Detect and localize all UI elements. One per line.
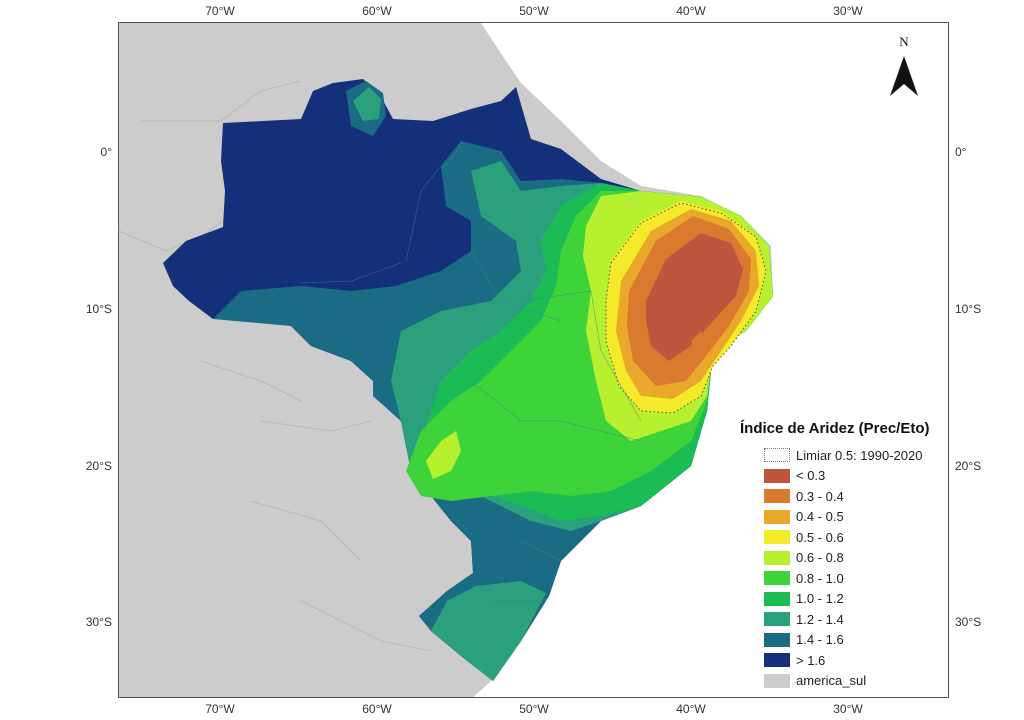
legend-label: < 0.3 [796,468,826,484]
lat-label-0-left: 0° [100,145,112,159]
legend-item-0-5-0-6: 0.5 - 0.6 [740,527,946,548]
region-1-2-to-1-4-south [431,581,546,681]
north-letter: N [899,34,909,49]
legend-item-lt-0-3: < 0.3 [740,466,946,487]
legend-label: 1.0 - 1.2 [796,591,844,607]
north-arrow-icon [890,56,918,96]
legend-item-america-sul: america_sul [740,671,946,692]
region-lt-0-3-spot [691,331,707,356]
lon-label-70w-bottom: 70°W [205,702,235,716]
legend: Índice de Aridez (Prec/Eto) Limiar 0.5: … [740,420,946,691]
lon-label-50w-top: 50°W [519,4,549,18]
legend-swatch [764,530,790,545]
lat-label-20s-left: 20°S [85,459,112,473]
region-0-6-to-0-8-west [426,431,461,479]
lat-label-30s-left: 30°S [85,615,112,629]
legend-item-gt-1-6: > 1.6 [740,650,946,671]
legend-label: 1.2 - 1.4 [796,611,844,627]
lon-label-60w-top: 60°W [362,4,392,18]
lon-label-70w-top: 70°W [205,4,235,18]
legend-label: america_sul [796,673,867,689]
lat-label-10s-left: 10°S [85,302,112,316]
legend-label: 0.8 - 1.0 [796,570,844,586]
state-borders [300,145,642,602]
lon-label-50w-bottom: 50°W [519,702,549,716]
legend-label: 0.5 - 0.6 [796,529,844,545]
lat-label-10s-right: 10°S [955,302,982,316]
legend-swatch [764,571,790,586]
legend-swatch [764,468,790,483]
north-arrow: N [884,34,924,100]
legend-label: Limiar 0.5: 1990-2020 [796,447,923,463]
legend-swatch [764,653,790,668]
legend-label: > 1.6 [796,652,826,668]
lat-label-20s-right: 20°S [955,459,982,473]
lon-label-60w-bottom: 60°W [362,702,392,716]
lon-label-40w-bottom: 40°W [676,702,706,716]
region-1-2-to-1-4-north [353,87,381,121]
legend-item-0-8-1-0: 0.8 - 1.0 [740,568,946,589]
legend-title: Índice de Aridez (Prec/Eto) [740,420,930,437]
legend-swatch-threshold [764,448,790,463]
legend-swatch [764,550,790,565]
lon-label-30w-bottom: 30°W [833,702,863,716]
legend-label: 0.4 - 0.5 [796,509,844,525]
legend-item-threshold: Limiar 0.5: 1990-2020 [740,445,946,466]
map-frame [118,22,949,698]
lat-label-30s-right: 30°S [955,615,982,629]
legend-item-0-3-0-4: 0.3 - 0.4 [740,486,946,507]
lon-label-40w-top: 40°W [676,4,706,18]
aridity-map [119,23,773,697]
legend-swatch [764,509,790,524]
legend-item-0-4-0-5: 0.4 - 0.5 [740,507,946,528]
region-lt-0-3 [646,233,743,361]
legend-swatch [764,632,790,647]
legend-swatch [764,591,790,606]
lon-label-30w-top: 30°W [833,4,863,18]
legend-item-1-0-1-2: 1.0 - 1.2 [740,589,946,610]
legend-item-1-2-1-4: 1.2 - 1.4 [740,609,946,630]
legend-swatch [764,489,790,504]
legend-swatch [764,673,790,688]
lat-label-0-right: 0° [955,145,967,159]
legend-item-1-4-1-6: 1.4 - 1.6 [740,630,946,651]
legend-label: 0.6 - 0.8 [796,550,844,566]
legend-item-0-6-0-8: 0.6 - 0.8 [740,548,946,569]
legend-label: 1.4 - 1.6 [796,632,844,648]
legend-swatch [764,612,790,627]
legend-label: 0.3 - 0.4 [796,488,844,504]
